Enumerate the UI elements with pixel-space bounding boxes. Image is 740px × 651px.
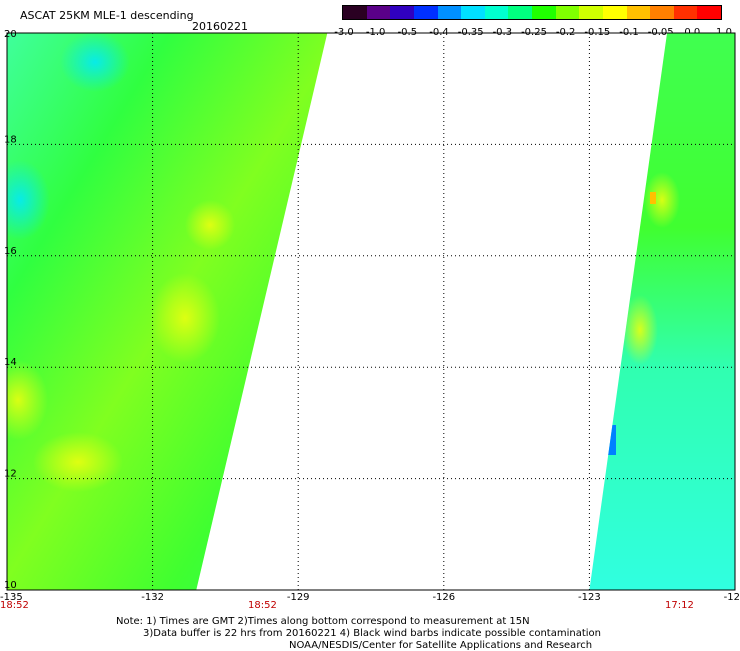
note-line-1: Note: 1) Times are GMT 2)Times along bot… [116,616,530,627]
time-left: 18:52 [0,600,29,611]
colorbar-segment [673,6,698,19]
map-frame [6,32,736,591]
lon-tick-label: -126 [432,592,455,603]
colorbar-segment [484,6,509,19]
colorbar-segment [555,6,580,19]
lon-tick-label: -120 [724,592,740,603]
lat-tick-label: 12 [4,469,17,480]
swath-layer [7,33,735,590]
colorbar-segment [461,6,485,19]
note-line-2: 3)Data buffer is 22 hrs from 20160221 4)… [143,628,601,639]
low-value-patch [608,425,616,455]
lon-tick-label: -123 [578,592,601,603]
colorbar-segment [508,6,532,19]
colorbar-segment [650,6,674,19]
colorbar-segment [602,6,627,19]
swath-east [589,33,735,590]
colorbar-segment [532,6,556,19]
time-middle: 18:52 [248,600,277,611]
lat-tick-label: 14 [4,357,17,368]
colorbar-segment [579,6,603,19]
axis-label-layer: 20 18 16 14 12 10-135 -132 -129 -126 -123 -120 [0,29,740,603]
lon-tick-label: -132 [141,592,164,603]
lat-tick-label: 20 [4,29,17,40]
note-line-3: NOAA/NESDIS/Center for Satellite Applica… [289,640,593,651]
lat-tick-label: 18 [4,134,17,145]
lat-tick-label: 16 [4,246,17,257]
swath-west [7,33,328,590]
colorbar-segment [626,6,651,19]
colorbar-segment [366,6,391,19]
time-right: 17:12 [665,600,694,611]
colorbar-segment [413,6,438,19]
colorbar-segment [437,6,462,19]
colorbar-segment [697,6,721,19]
grid-layer [6,32,736,591]
colorbar-segment [390,6,414,19]
lon-tick-label: -129 [287,592,310,603]
high-value-patch [650,192,656,204]
colorbar [342,5,722,20]
colorbar-segment [343,6,367,19]
lon-tick-label: -135 [0,592,23,603]
product-date: 20160221 [192,20,248,33]
product-title: ASCAT 25KM MLE-1 descending [20,9,194,22]
lat-tick-label: 10 [4,580,17,591]
